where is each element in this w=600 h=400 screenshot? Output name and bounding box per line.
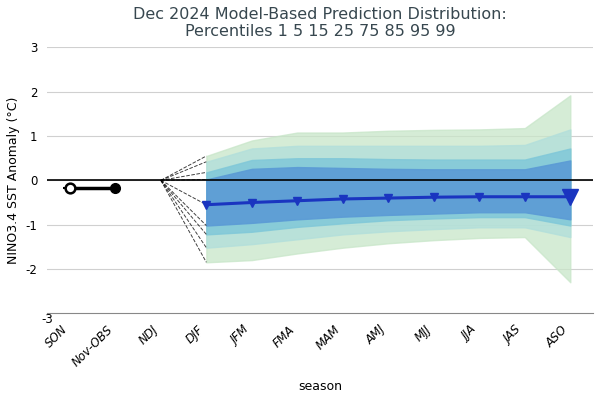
Text: -3: -3: [41, 313, 53, 326]
X-axis label: season: season: [298, 380, 342, 393]
Title: Dec 2024 Model-Based Prediction Distribution:
Percentiles 1 5 15 25 75 85 95 99: Dec 2024 Model-Based Prediction Distribu…: [133, 7, 507, 39]
Y-axis label: NINO3.4 SST Anomaly (°C): NINO3.4 SST Anomaly (°C): [7, 97, 20, 264]
